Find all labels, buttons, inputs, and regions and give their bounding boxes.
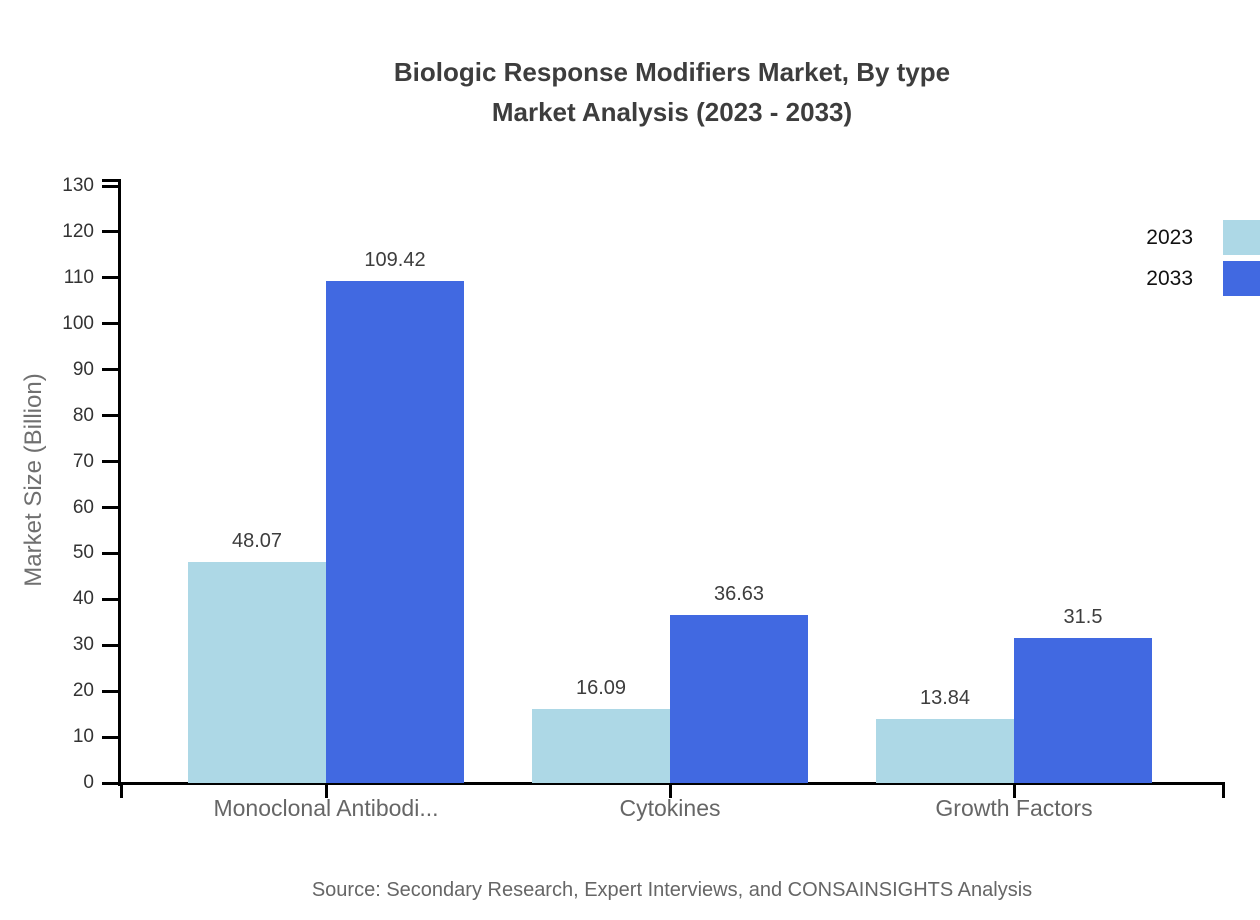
legend-swatch — [1223, 220, 1260, 255]
bar-value-label: 13.84 — [919, 687, 971, 710]
bar-2033-category-2 — [1014, 638, 1152, 783]
y-axis-tick-label: 50 — [72, 542, 94, 564]
x-axis-tick — [1012, 783, 1016, 798]
x-axis-category-label: Growth Factors — [935, 795, 1093, 821]
y-axis-tick — [102, 322, 120, 326]
x-axis-category-label: Monoclonal Antibodi... — [213, 795, 439, 821]
y-axis-tick-label: 40 — [72, 588, 94, 610]
chart-title-line-2: Market Analysis (2023 - 2033) — [491, 97, 853, 127]
y-axis-tick — [102, 184, 120, 188]
bar-2023-category-1 — [532, 709, 670, 783]
y-axis-tick-label: 110 — [63, 266, 94, 288]
bar-2033-category-1 — [670, 614, 808, 783]
bar-value-label: 16.09 — [575, 677, 627, 700]
y-axis-tick-label: 30 — [72, 634, 94, 656]
legend-item-2023: 2023 — [1146, 220, 1260, 255]
x-axis-tick — [668, 783, 672, 798]
y-axis-top-cap — [102, 179, 120, 182]
legend-item-2033: 2033 — [1146, 261, 1260, 296]
legend-label: 2033 — [1146, 266, 1193, 290]
y-axis-tick-label: 120 — [62, 220, 94, 242]
y-axis-tick-label: 90 — [72, 358, 94, 380]
y-axis-line — [118, 179, 121, 786]
bar-value-label: 36.63 — [713, 582, 765, 605]
y-axis-tick — [102, 643, 120, 647]
bar-2023-category-0 — [188, 562, 326, 783]
bar-2023-category-2 — [876, 719, 1014, 783]
y-axis-tick-label: 80 — [72, 404, 94, 426]
y-axis-tick — [102, 276, 120, 280]
y-axis-tick — [102, 368, 120, 372]
bar-value-label: 109.42 — [364, 248, 426, 271]
y-axis-tick — [102, 735, 120, 739]
y-axis-tick — [102, 781, 120, 785]
y-axis-tick — [102, 689, 120, 693]
y-axis-tick-label: 0 — [83, 772, 94, 793]
y-axis-tick — [102, 506, 120, 509]
y-axis-tick-label: 130 — [62, 175, 94, 196]
chart-title: Biologic Response Modifiers Market, By t… — [120, 52, 1224, 132]
x-axis-category-label: Cytokines — [619, 795, 721, 821]
y-axis-tick-label: 20 — [72, 680, 94, 702]
y-axis-tick-label: 10 — [72, 726, 94, 748]
y-axis-tick — [102, 460, 120, 463]
y-axis-tick-label: 70 — [72, 450, 94, 472]
x-axis-edge-tick — [119, 783, 123, 798]
bar-2033-category-0 — [326, 280, 464, 783]
legend-label: 2023 — [1146, 225, 1193, 249]
y-axis-tick — [102, 551, 120, 555]
bar-value-label: 31.5 — [1063, 606, 1103, 629]
source-attribution: Source: Secondary Research, Expert Inter… — [311, 879, 1033, 901]
chart-title-line-1: Biologic Response Modifiers Market, By t… — [393, 57, 951, 87]
y-axis-tick-label: 60 — [72, 496, 94, 518]
y-axis-tick-label: 100 — [62, 312, 94, 334]
bar-value-label: 48.07 — [231, 530, 283, 553]
legend-swatch — [1223, 261, 1260, 296]
y-axis-tick — [102, 597, 120, 601]
x-axis-edge-tick — [1221, 783, 1225, 798]
y-axis-tick — [102, 414, 120, 418]
x-axis-tick — [324, 783, 328, 798]
legend: 2023 2033 — [1146, 220, 1260, 296]
y-axis-tick — [102, 230, 120, 234]
